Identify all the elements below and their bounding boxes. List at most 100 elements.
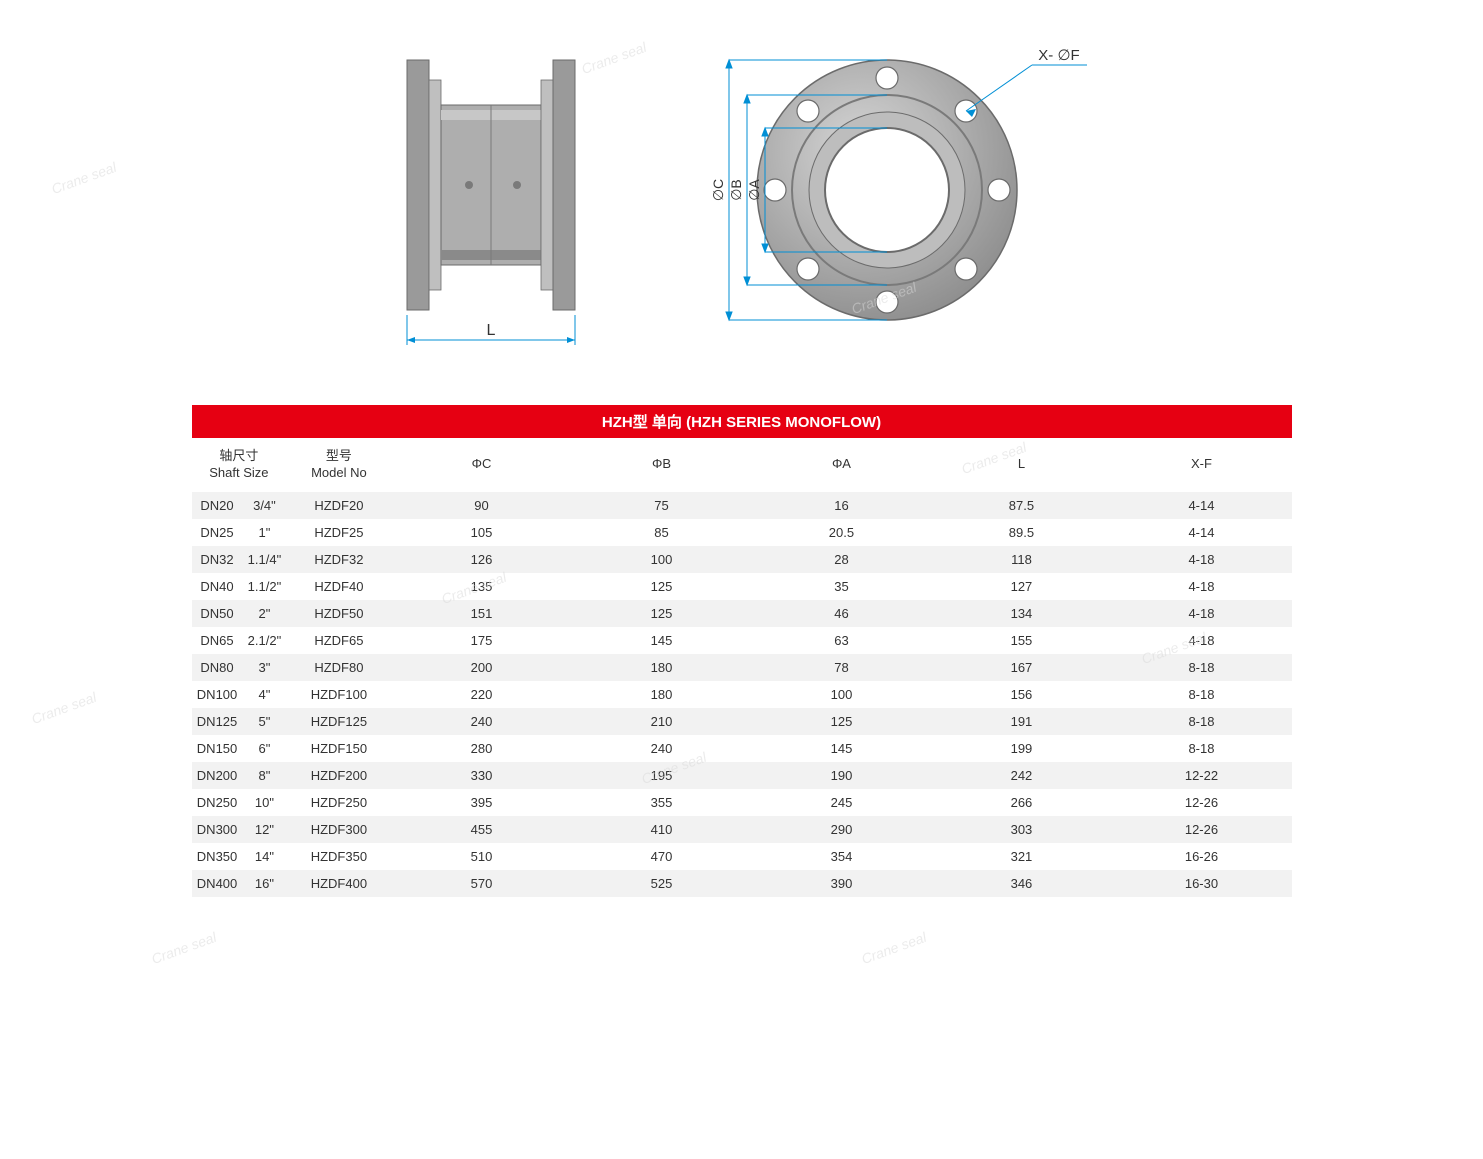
col-model: 型号 Model No: [286, 438, 391, 492]
table-cell: 4-14: [1111, 519, 1291, 546]
table-cell: 2": [243, 600, 287, 627]
table-cell: 8": [243, 762, 287, 789]
table-cell: 145: [751, 735, 931, 762]
table-cell: DN250: [192, 789, 243, 816]
table-title: HZH型 单向 (HZH SERIES MONOFLOW): [192, 405, 1292, 438]
table-cell: 355: [571, 789, 751, 816]
table-cell: 4": [243, 681, 287, 708]
table-cell: 46: [751, 600, 931, 627]
table-cell: 16: [751, 492, 931, 519]
table-cell: 85: [571, 519, 751, 546]
table-cell: 4-18: [1111, 600, 1291, 627]
table-cell: 242: [931, 762, 1111, 789]
table-cell: 266: [931, 789, 1111, 816]
table-cell: 470: [571, 843, 751, 870]
table-cell: DN80: [192, 654, 243, 681]
table-cell: 12": [243, 816, 287, 843]
front-view-svg: ∅C ∅B ∅A X- ∅F: [687, 40, 1107, 360]
table-cell: 210: [571, 708, 751, 735]
table-cell: DN350: [192, 843, 243, 870]
table-cell: 134: [931, 600, 1111, 627]
table-cell: DN300: [192, 816, 243, 843]
table-cell: 14": [243, 843, 287, 870]
diagram-row: L: [40, 40, 1443, 365]
col-L: L: [931, 438, 1111, 492]
table-cell: DN25: [192, 519, 243, 546]
table-cell: 156: [931, 681, 1111, 708]
table-body: DN203/4"HZDF2090751687.54-14DN251"HZDF25…: [192, 492, 1292, 897]
table-cell: 12-26: [1111, 816, 1291, 843]
table-cell: HZDF32: [286, 546, 391, 573]
table-cell: 145: [571, 627, 751, 654]
table-cell: HZDF250: [286, 789, 391, 816]
col-phiC: ΦC: [392, 438, 572, 492]
table-cell: 510: [392, 843, 572, 870]
spec-table: 轴尺寸 Shaft Size 型号 Model No ΦC ΦB ΦA L: [192, 438, 1292, 897]
table-cell: 180: [571, 681, 751, 708]
table-cell: DN32: [192, 546, 243, 573]
table-cell: 195: [571, 762, 751, 789]
dim-label-phiB: ∅B: [728, 179, 744, 201]
table-cell: 89.5: [931, 519, 1111, 546]
table-row: DN35014"HZDF35051047035432116-26: [192, 843, 1292, 870]
table-cell: 125: [751, 708, 931, 735]
side-view-svg: L: [377, 40, 607, 360]
dim-label-L: L: [486, 322, 495, 339]
table-cell: 525: [571, 870, 751, 897]
table-cell: 127: [931, 573, 1111, 600]
table-cell: 75: [571, 492, 751, 519]
spec-table-container: HZH型 单向 (HZH SERIES MONOFLOW) 轴尺寸 Shaft …: [192, 405, 1292, 897]
table-cell: 35: [751, 573, 931, 600]
table-cell: 346: [931, 870, 1111, 897]
table-cell: DN200: [192, 762, 243, 789]
table-row: DN401.1/2"HZDF40135125351274-18: [192, 573, 1292, 600]
watermark: Crane seal: [149, 929, 218, 967]
table-cell: 570: [392, 870, 572, 897]
table-cell: 290: [751, 816, 931, 843]
table-cell: 390: [751, 870, 931, 897]
table-cell: 1.1/2": [243, 573, 287, 600]
table-cell: 16": [243, 870, 287, 897]
table-cell: DN125: [192, 708, 243, 735]
table-cell: HZDF40: [286, 573, 391, 600]
table-cell: 12-22: [1111, 762, 1291, 789]
table-cell: DN50: [192, 600, 243, 627]
table-row: DN502"HZDF50151125461344-18: [192, 600, 1292, 627]
table-cell: DN150: [192, 735, 243, 762]
table-cell: 12-26: [1111, 789, 1291, 816]
table-header: 轴尺寸 Shaft Size 型号 Model No ΦC ΦB ΦA L: [192, 438, 1292, 492]
watermark: Crane seal: [29, 689, 98, 727]
table-row: DN1004"HZDF1002201801001568-18: [192, 681, 1292, 708]
table-cell: 240: [392, 708, 572, 735]
table-cell: 4-14: [1111, 492, 1291, 519]
table-cell: 105: [392, 519, 572, 546]
table-cell: 200: [392, 654, 572, 681]
table-cell: HZDF100: [286, 681, 391, 708]
table-cell: 100: [571, 546, 751, 573]
table-cell: 8-18: [1111, 654, 1291, 681]
table-cell: HZDF150: [286, 735, 391, 762]
table-cell: 3/4": [243, 492, 287, 519]
table-cell: 354: [751, 843, 931, 870]
table-row: DN321.1/4"HZDF32126100281184-18: [192, 546, 1292, 573]
table-cell: 180: [571, 654, 751, 681]
table-cell: 6": [243, 735, 287, 762]
dim-label-phiC: ∅C: [710, 179, 726, 201]
table-cell: HZDF50: [286, 600, 391, 627]
table-cell: 20.5: [751, 519, 931, 546]
table-row: DN203/4"HZDF2090751687.54-14: [192, 492, 1292, 519]
table-cell: 78: [751, 654, 931, 681]
table-cell: 167: [931, 654, 1111, 681]
table-row: DN1506"HZDF1502802401451998-18: [192, 735, 1292, 762]
table-cell: 1.1/4": [243, 546, 287, 573]
table-cell: 63: [751, 627, 931, 654]
table-cell: HZDF400: [286, 870, 391, 897]
table-cell: 100: [751, 681, 931, 708]
table-cell: DN40: [192, 573, 243, 600]
table-cell: 2.1/2": [243, 627, 287, 654]
table-cell: HZDF300: [286, 816, 391, 843]
table-row: DN251"HZDF251058520.589.54-14: [192, 519, 1292, 546]
table-cell: 410: [571, 816, 751, 843]
table-cell: 5": [243, 708, 287, 735]
table-cell: HZDF25: [286, 519, 391, 546]
